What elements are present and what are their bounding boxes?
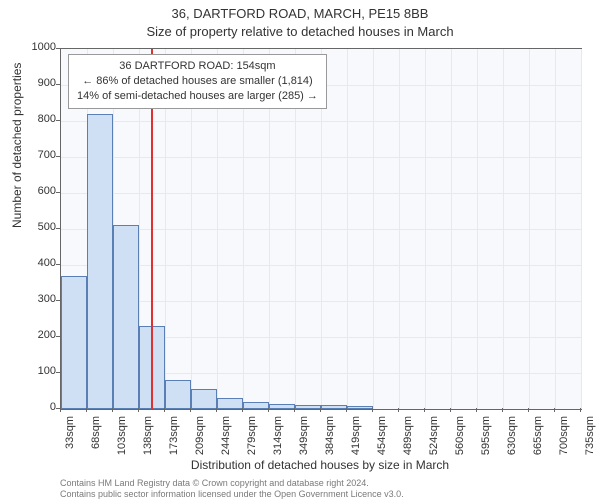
xtick-label: 454sqm [376,416,388,456]
xtick-mark [320,408,321,412]
xtick-mark [450,408,451,412]
x-axis-label: Distribution of detached houses by size … [0,458,600,472]
xtick-mark [346,408,347,412]
annotation-line2: ← 86% of detached houses are smaller (1,… [77,74,318,89]
ytick-mark [56,300,60,301]
xtick-mark [424,408,425,412]
ytick-mark [56,192,60,193]
xtick-mark [86,408,87,412]
histogram-bar [87,114,113,409]
xtick-mark [112,408,113,412]
gridline-v [399,49,400,409]
xtick-label: 489sqm [402,416,414,456]
xtick-label: 33sqm [64,416,76,456]
gridline-v [581,49,582,409]
histogram-bar [243,402,269,409]
attribution: Contains HM Land Registry data © Crown c… [60,478,404,500]
ytick-label: 700 [6,149,56,161]
histogram-bar [217,398,243,409]
gridline-v [529,49,530,409]
histogram-bar [347,406,373,409]
xtick-label: 138sqm [142,416,154,456]
annotation-line1: 36 DARTFORD ROAD: 154sqm [77,59,318,74]
xtick-mark [60,408,61,412]
ytick-label: 500 [6,221,56,233]
xtick-label: 419sqm [350,416,362,456]
ytick-mark [56,336,60,337]
gridline-v [503,49,504,409]
xtick-label: 560sqm [454,416,466,456]
xtick-mark [164,408,165,412]
ytick-label: 400 [6,257,56,269]
xtick-mark [372,408,373,412]
gridline-v [425,49,426,409]
ytick-mark [56,228,60,229]
attribution-line1: Contains HM Land Registry data © Crown c… [60,478,404,489]
xtick-label: 244sqm [220,416,232,456]
gridline-v [477,49,478,409]
ytick-label: 200 [6,329,56,341]
xtick-mark [268,408,269,412]
chart-container: 36, DARTFORD ROAD, MARCH, PE15 8BB Size … [0,0,600,500]
ytick-label: 0 [6,401,56,413]
xtick-label: 700sqm [558,416,570,456]
ytick-label: 100 [6,365,56,377]
ytick-label: 900 [6,77,56,89]
xtick-mark [190,408,191,412]
xtick-label: 279sqm [246,416,258,456]
xtick-label: 349sqm [298,416,310,456]
gridline-v [347,49,348,409]
xtick-label: 173sqm [168,416,180,456]
xtick-label: 524sqm [428,416,440,456]
chart-title-line1: 36, DARTFORD ROAD, MARCH, PE15 8BB [0,6,600,21]
xtick-mark [476,408,477,412]
xtick-mark [398,408,399,412]
ytick-label: 1000 [6,41,56,53]
xtick-label: 103sqm [116,416,128,456]
xtick-label: 209sqm [194,416,206,456]
histogram-bar [113,225,139,409]
histogram-bar [321,405,347,409]
ytick-mark [56,48,60,49]
histogram-bar [295,405,321,409]
xtick-mark [502,408,503,412]
attribution-line2: Contains public sector information licen… [60,489,404,500]
ytick-mark [56,264,60,265]
xtick-mark [242,408,243,412]
gridline-v [555,49,556,409]
ytick-mark [56,156,60,157]
xtick-label: 595sqm [480,416,492,456]
histogram-bar [165,380,191,409]
xtick-mark [528,408,529,412]
histogram-bar [61,276,87,409]
xtick-mark [554,408,555,412]
annotation-box: 36 DARTFORD ROAD: 154sqm← 86% of detache… [68,54,327,109]
ytick-label: 800 [6,113,56,125]
xtick-label: 314sqm [272,416,284,456]
xtick-mark [216,408,217,412]
ytick-mark [56,120,60,121]
histogram-bar [269,404,295,409]
ytick-label: 600 [6,185,56,197]
xtick-label: 68sqm [90,416,102,456]
xtick-label: 665sqm [532,416,544,456]
xtick-mark [294,408,295,412]
chart-title-line2: Size of property relative to detached ho… [0,24,600,39]
gridline-v [451,49,452,409]
ytick-label: 300 [6,293,56,305]
xtick-mark [138,408,139,412]
xtick-label: 630sqm [506,416,518,456]
ytick-mark [56,372,60,373]
annotation-line3: 14% of semi-detached houses are larger (… [77,89,318,104]
ytick-mark [56,84,60,85]
histogram-bar [191,389,217,409]
gridline-v [373,49,374,409]
xtick-label: 735sqm [584,416,596,456]
xtick-label: 384sqm [324,416,336,456]
xtick-mark [580,408,581,412]
